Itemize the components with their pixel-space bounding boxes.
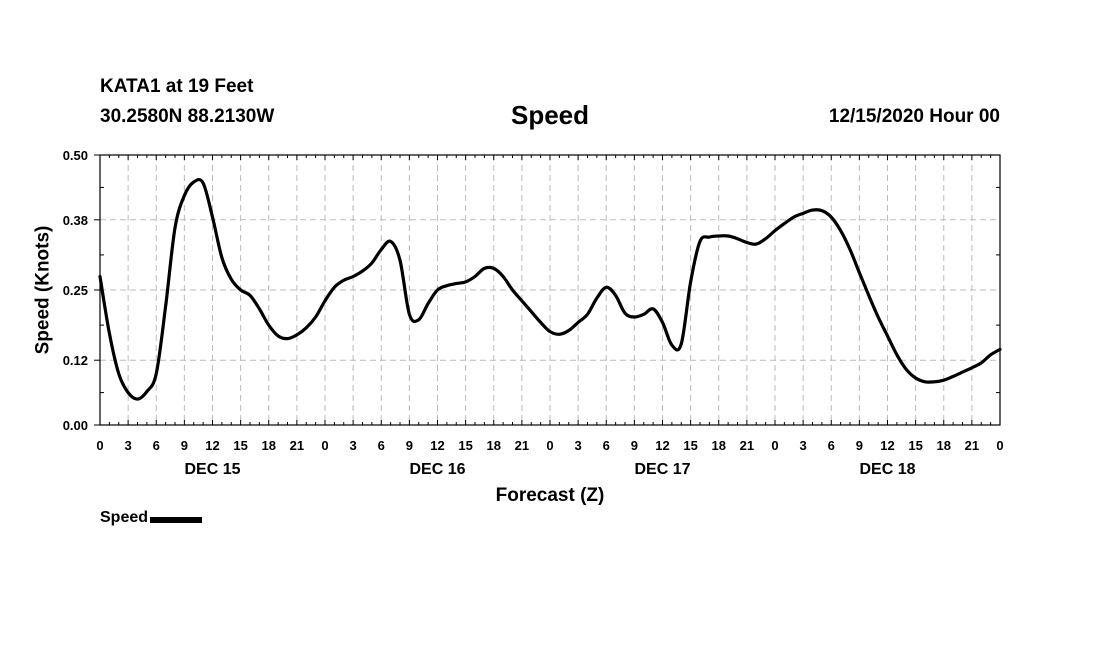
x-axis-label: Forecast (Z) <box>496 485 605 506</box>
x-tick-label: 21 <box>515 438 529 453</box>
y-tick-label: 0.50 <box>63 148 88 163</box>
x-tick-label: 12 <box>205 438 219 453</box>
day-label: DEC 18 <box>859 461 915 478</box>
x-tick-label: 9 <box>856 438 863 453</box>
issued-time-label: 12/15/2020 Hour 00 <box>828 106 1000 127</box>
legend-label: Speed <box>100 509 149 526</box>
x-tick-label: 6 <box>828 438 835 453</box>
legend: Speed <box>100 509 203 527</box>
x-tick-label: 12 <box>880 438 894 453</box>
x-tick-label: 3 <box>575 438 582 453</box>
x-tick-label: 0 <box>96 438 103 453</box>
x-tick-label: 0 <box>321 438 328 453</box>
y-tick-label: 0.00 <box>63 418 88 433</box>
x-tick-label: 12 <box>430 438 444 453</box>
x-tick-label: 3 <box>125 438 132 453</box>
x-tick-label: 15 <box>233 438 247 453</box>
x-tick-label: 18 <box>487 438 501 453</box>
chart-title: Speed <box>510 100 590 130</box>
x-tick-label: 18 <box>937 438 951 453</box>
x-tick-label: 3 <box>350 438 357 453</box>
x-tick-label: 21 <box>290 438 304 453</box>
x-tick-label: 15 <box>458 438 472 453</box>
y-tick-label: 0.12 <box>63 353 88 368</box>
x-tick-label: 18 <box>712 438 726 453</box>
x-tick-label: 3 <box>800 438 807 453</box>
x-tick-label: 21 <box>740 438 754 453</box>
x-tick-label: 0 <box>546 438 553 453</box>
x-tick-label: 9 <box>181 438 188 453</box>
speed-series-line <box>98 177 1002 401</box>
x-tick-label: 6 <box>603 438 610 453</box>
y-tick-label: 0.25 <box>63 283 88 298</box>
x-tick-label: 21 <box>965 438 979 453</box>
grid <box>100 155 1000 425</box>
x-tick-label: 15 <box>908 438 922 453</box>
legend-swatch <box>150 517 203 523</box>
y-tick-label: 0.38 <box>63 213 88 228</box>
x-tick-label: 9 <box>406 438 413 453</box>
x-tick-label: 0 <box>996 438 1003 453</box>
day-label: DEC 17 <box>634 461 690 478</box>
station-label: KATA1 at 19 Feet <box>100 76 254 97</box>
x-tick-label: 12 <box>655 438 669 453</box>
series-layer <box>98 177 1002 401</box>
x-tick-label: 6 <box>153 438 160 453</box>
x-tick-label: 9 <box>631 438 638 453</box>
day-label: DEC 16 <box>409 461 465 478</box>
plot-frame <box>99 154 1001 426</box>
coordinates-label: 30.2580N 88.2130W <box>100 106 275 127</box>
x-tick-label: 0 <box>771 438 778 453</box>
x-tick-label: 6 <box>378 438 385 453</box>
y-axis-label: Speed (Knots) <box>33 226 54 355</box>
day-label: DEC 15 <box>184 461 240 478</box>
x-tick-label: 15 <box>683 438 697 453</box>
x-tick-label: 18 <box>262 438 276 453</box>
tick-labels: 0.00 0.12 0.25 0.38 0.50 0 3 6 9 12 15 18 21 0 3 6 9 12 15… <box>63 148 1004 478</box>
